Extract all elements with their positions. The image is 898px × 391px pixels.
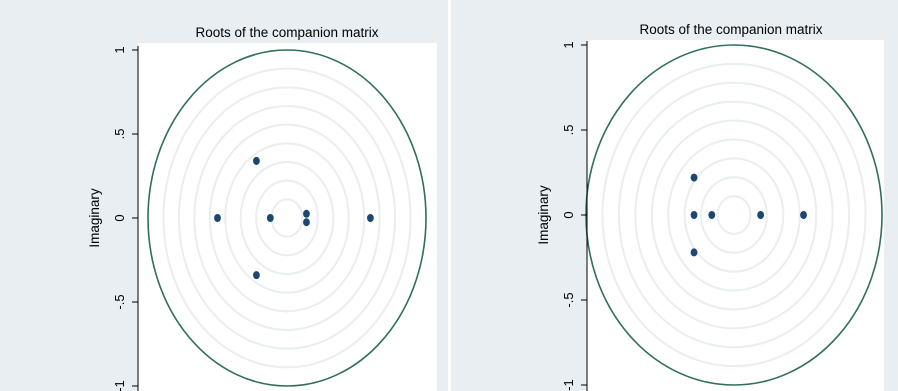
root-point <box>367 214 374 222</box>
root-point <box>690 211 698 219</box>
grid-ring <box>601 62 867 368</box>
grid-ring <box>700 176 768 254</box>
grid-ring <box>650 119 818 311</box>
grid-ring <box>617 81 851 349</box>
grid-ring <box>162 67 412 369</box>
y-tick-label: 1 <box>112 46 127 53</box>
grid-ring <box>716 195 752 235</box>
root-point <box>303 218 310 227</box>
plot-area <box>587 40 884 391</box>
root-point <box>253 156 260 165</box>
chart-title: Roots of the companion matrix <box>639 22 822 37</box>
grid-ring <box>224 142 350 294</box>
root-point <box>690 173 698 182</box>
grid-ring <box>634 100 834 330</box>
y-tick-label: 0 <box>112 214 127 221</box>
root-point <box>690 248 698 257</box>
unit-circle <box>147 49 427 387</box>
panel-divider <box>448 0 451 391</box>
y-tick-label: -1 <box>561 379 576 391</box>
grid-ring <box>667 138 801 292</box>
root-point <box>253 271 260 280</box>
grid-ring <box>177 86 397 350</box>
grid-ring <box>193 105 381 331</box>
root-point <box>800 211 807 219</box>
y-tick-label: -.5 <box>112 294 127 309</box>
root-point <box>757 211 765 219</box>
y-tick-label: .5 <box>112 129 127 140</box>
chart-panel-1: Roots of the companion matrix 1 .5 0 -.5 -1 Im… <box>0 0 448 391</box>
root-point <box>303 209 310 218</box>
root-point <box>214 214 221 222</box>
y-tick-label: 0 <box>561 211 576 218</box>
y-tick-label: 1 <box>561 41 576 48</box>
y-tick-label: .5 <box>561 125 576 136</box>
root-point <box>708 211 716 219</box>
grid-ring <box>208 123 366 313</box>
grid-ring <box>255 179 319 257</box>
chart-panel-2: Roots of the companion matrix 1 .5 0 -.5 -1 Im… <box>451 0 898 391</box>
y-axis-title: Imaginary <box>87 188 102 248</box>
plot-area <box>138 43 437 391</box>
y-axis-title: Imaginary <box>536 185 551 245</box>
root-point <box>266 214 274 222</box>
y-tick-label: -1 <box>112 380 127 391</box>
grid-ring <box>683 157 785 273</box>
chart-title: Roots of the companion matrix <box>195 25 378 40</box>
y-tick-label: -.5 <box>561 292 576 307</box>
grid-ring <box>239 161 335 275</box>
